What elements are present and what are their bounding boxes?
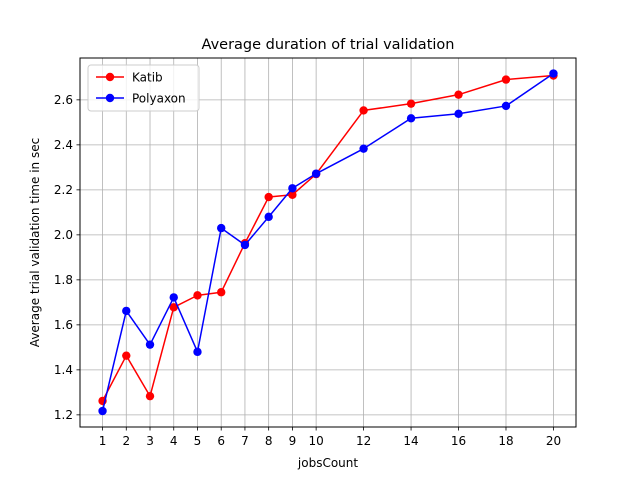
data-point-polyaxon	[122, 306, 131, 316]
y-tick-label: 1.4	[54, 363, 73, 377]
y-tick-label: 2.2	[54, 183, 73, 197]
data-point-katib	[217, 288, 226, 297]
x-tick-label: 6	[217, 434, 225, 448]
data-point-katib	[406, 99, 416, 108]
x-tick-label: 9	[289, 434, 297, 448]
data-point-polyaxon	[406, 114, 416, 123]
x-tick-label: 12	[356, 434, 371, 448]
data-point-katib	[264, 192, 273, 202]
data-point-polyaxon	[454, 109, 463, 119]
data-point-katib	[501, 75, 511, 84]
data-point-katib	[169, 303, 178, 312]
legend-item-katib: Katib	[96, 70, 163, 84]
data-point-polyaxon	[311, 169, 321, 178]
x-tick-label: 14	[403, 434, 418, 448]
x-tick-label: 4	[170, 434, 178, 448]
x-tick-label: 8	[265, 434, 273, 448]
data-point-polyaxon	[169, 293, 178, 302]
y-tick-label: 2.6	[54, 93, 73, 107]
data-point-polyaxon	[549, 69, 558, 78]
legend-item-polyaxon: Polyaxon	[96, 91, 186, 105]
x-axis-label: jobsCount	[297, 456, 358, 470]
gridlines	[80, 58, 576, 427]
x-tick-label: 5	[194, 434, 202, 448]
x-tick-label: 2	[122, 434, 130, 448]
data-point-katib	[193, 291, 202, 300]
data-point-polyaxon	[217, 223, 226, 233]
data-point-polyaxon	[240, 240, 250, 250]
legend-marker	[105, 93, 115, 103]
data-point-katib	[454, 90, 463, 99]
data-point-katib	[145, 391, 155, 401]
x-tick-label: 20	[546, 434, 561, 448]
legend: Katib Polyaxon	[87, 64, 200, 112]
data-point-polyaxon	[288, 184, 297, 193]
x-tick-label: 16	[451, 434, 466, 448]
legend-marker	[105, 72, 115, 82]
data-point-polyaxon	[501, 101, 511, 111]
data-point-polyaxon	[145, 340, 155, 349]
y-tick-label: 2.0	[54, 228, 73, 242]
x-tick-label: 7	[241, 434, 249, 448]
series-polyaxon	[98, 69, 558, 416]
y-tick-label: 1.2	[54, 408, 73, 422]
plot-frame	[79, 57, 577, 428]
data-point-katib	[288, 190, 297, 199]
data-point-polyaxon	[98, 406, 107, 416]
x-tick-label: 3	[146, 434, 154, 448]
legend-label: Katib	[132, 70, 163, 84]
y-tick-label: 1.8	[54, 273, 73, 287]
x-tick-label: 10	[308, 434, 323, 448]
y-axis: 1.2 1.4 1.6 1.8 2.0 2.2 2.4 2.6	[54, 93, 80, 422]
data-point-katib	[359, 106, 368, 115]
y-tick-label: 1.6	[54, 318, 73, 332]
data-point-polyaxon	[264, 212, 273, 222]
y-axis-label: Average trial validation time in sec	[28, 138, 42, 347]
x-tick-label: 1	[99, 434, 107, 448]
x-axis: 1 2 3 4 5 6 7 8 9 10 12 14 16 18 20	[99, 427, 561, 448]
legend-label: Polyaxon	[132, 91, 186, 105]
data-point-katib	[122, 351, 131, 360]
data-point-polyaxon	[359, 144, 368, 153]
series-layer	[98, 69, 558, 416]
data-point-polyaxon	[193, 347, 202, 357]
chart-title: Average duration of trial validation	[202, 37, 455, 53]
y-tick-label: 2.4	[54, 138, 73, 152]
x-tick-label: 18	[498, 434, 513, 448]
